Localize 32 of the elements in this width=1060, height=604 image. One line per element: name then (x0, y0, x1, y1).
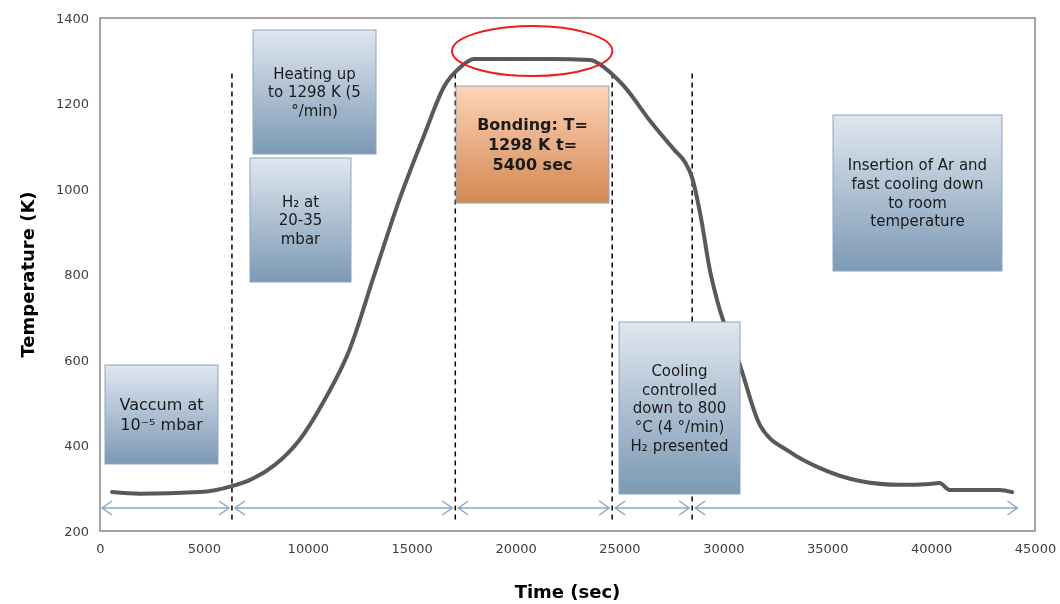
y-tick-label: 600 (64, 352, 89, 368)
text-box: Cooling controlled down to 800 °C (4 °/min) H₂ presented (618, 321, 741, 495)
text-box: Heating up to 1298 K (5 °/min) (252, 29, 377, 155)
x-tick-label: 30000 (703, 541, 745, 556)
x-tick-label: 5000 (187, 541, 221, 556)
x-tick-label: 15000 (391, 541, 433, 556)
x-tick-label: 20000 (495, 541, 537, 556)
x-axis-title: Time (sec) (514, 581, 621, 602)
text-box: Bonding: T= 1298 K t= 5400 sec (455, 85, 610, 204)
annotation: Cooling controlled down to 800 °C (4 °/min) H₂ presented (630, 361, 729, 455)
y-tick-label: 1400 (55, 10, 89, 26)
text-box: Insertion of Ar and fast cooling down to room temperature (832, 114, 1003, 272)
y-tick-label: 200 (64, 523, 89, 539)
x-tick-label: 40000 (910, 541, 953, 556)
annotation: Heating up to 1298 K (5 °/min) (268, 64, 361, 120)
x-tick-label: 35000 (807, 541, 849, 556)
y-tick-label: 800 (64, 267, 89, 283)
y-tick-label: 1000 (55, 181, 89, 197)
y-tick-label: 1200 (55, 96, 89, 112)
y-tick-label: 400 (64, 438, 89, 454)
annotation: Insertion of Ar and fast cooling down to room temperature (847, 156, 988, 231)
text-box: H₂ at 20-35 mbar (249, 157, 352, 283)
y-axis-title: Temperature (K) (17, 191, 38, 358)
x-tick-label: 25000 (599, 541, 641, 556)
x-tick-label: 45000 (1014, 541, 1057, 556)
x-tick-label: 10000 (287, 541, 329, 556)
line-series (110, 57, 1015, 496)
text-box: Vaccum at 10⁻⁵ mbar (104, 364, 219, 465)
annotation: Bonding: T= 1298 K t= 5400 sec (477, 115, 588, 175)
annotation: H₂ at 20-35 mbar (278, 192, 323, 248)
x-tick-label: 0 (96, 541, 105, 556)
annotation: Vaccum at 10⁻⁵ mbar (119, 395, 204, 435)
